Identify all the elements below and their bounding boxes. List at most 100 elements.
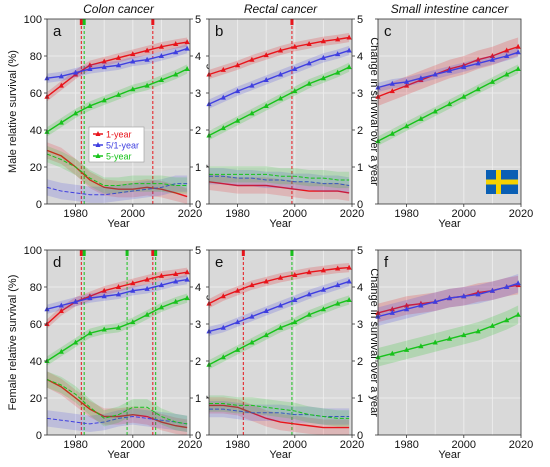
change-line-5-1-year — [46, 183, 188, 196]
data-point-5-year — [173, 298, 179, 304]
change-band-5-1-year — [209, 168, 350, 194]
panel-letter-a: a — [53, 23, 62, 40]
y2-tick-label: 4 — [357, 51, 363, 63]
y2-tick-label: 1 — [195, 162, 201, 174]
y-tick-label: 20 — [30, 162, 42, 174]
data-point-1-year — [249, 56, 255, 62]
data-point-5-1-year — [73, 298, 79, 304]
plot-frame — [208, 18, 353, 205]
data-point-5-1-year — [389, 309, 395, 315]
x-tick-label: 1980 — [394, 439, 418, 451]
data-point-1-year — [87, 62, 93, 68]
panel-letter-c: c — [384, 23, 392, 40]
data-point-5-year — [404, 346, 410, 352]
x-tick-label: 2000 — [452, 208, 476, 220]
joinpoint-marker — [79, 250, 83, 256]
data-point-5-1-year — [277, 302, 284, 308]
plot-background — [47, 19, 190, 204]
data-point-1-year — [335, 265, 341, 271]
y2-tick-label: 4 — [195, 51, 201, 63]
data-point-5-1-year — [58, 302, 64, 308]
x-axis-label: Year — [107, 218, 130, 230]
data-point-1-year — [389, 306, 395, 312]
data-point-5-year — [292, 319, 298, 325]
x-tick-label: 2020 — [178, 208, 202, 220]
data-point-1-year — [475, 56, 481, 62]
plot-frame — [46, 18, 191, 205]
data-point-5-year — [249, 339, 255, 345]
y-axis-label: Female relative survival (%) — [7, 275, 19, 411]
x-tick-label: 2000 — [283, 439, 307, 451]
joinpoint-marker — [82, 250, 86, 256]
data-point-5-year — [389, 350, 395, 356]
data-point-5-1-year — [335, 282, 341, 288]
joinpoint-marker — [154, 250, 158, 256]
data-point-5-1-year — [335, 51, 341, 57]
change-line-5-1-year — [46, 415, 188, 425]
data-point-5-1-year — [461, 64, 467, 70]
y-tick-label: 40 — [30, 125, 42, 137]
data-point-5-1-year — [306, 291, 312, 297]
data-point-1-year — [115, 54, 122, 60]
data-point-5-1-year — [184, 276, 190, 282]
data-point-5-1-year — [346, 47, 352, 53]
data-point-5-1-year — [235, 88, 241, 94]
change-band-5-1-year — [209, 400, 350, 425]
change-line-1-year — [46, 149, 188, 198]
change-band-5-year — [209, 395, 350, 427]
data-point-5-1-year — [418, 75, 424, 81]
data-point-5-year — [158, 304, 164, 310]
data-point-5-1-year — [475, 291, 481, 297]
data-point-5-year — [432, 339, 438, 345]
change-line-5-year — [209, 403, 350, 419]
joinpoint-marker — [151, 250, 155, 256]
data-point-5-year — [292, 88, 298, 94]
survival-band-5-year — [378, 305, 519, 367]
data-point-1-year — [404, 82, 410, 88]
data-point-1-year — [158, 272, 164, 278]
data-point-5-1-year — [432, 298, 438, 304]
legend-label-5-1-year: 5/1-year — [106, 141, 139, 151]
survival-band-5-year — [209, 295, 350, 370]
data-point-5-year — [277, 324, 284, 330]
data-point-5-year — [446, 101, 453, 107]
data-point-5-1-year — [115, 291, 122, 297]
data-point-5-year — [144, 311, 150, 317]
data-point-5-year — [249, 110, 255, 116]
data-point-5-year — [346, 296, 352, 302]
x-axis-label: Year — [269, 218, 292, 230]
data-point-5-1-year — [101, 293, 107, 299]
data-point-5-1-year — [249, 82, 255, 88]
x-tick-label: 2020 — [340, 439, 364, 451]
data-point-1-year — [173, 40, 179, 46]
y-tick-label: 60 — [30, 88, 42, 100]
data-point-5-year — [235, 117, 241, 123]
change-line-1-year — [209, 404, 350, 429]
data-point-5-1-year — [404, 78, 410, 84]
data-point-5-1-year — [461, 293, 467, 299]
panel-letter-b: b — [215, 23, 223, 40]
y2-axis-label: Change in survival over a year — [368, 268, 380, 417]
y2-tick-label: 0 — [195, 199, 201, 211]
data-point-5-year — [389, 130, 395, 136]
column-title-colon-cancer: Colon cancer — [83, 2, 155, 16]
change-band-5-1-year — [47, 175, 188, 203]
x-tick-label: 2020 — [340, 208, 364, 220]
data-point-5-1-year — [277, 71, 284, 77]
y-tick-label: 60 — [30, 319, 42, 331]
data-point-5-year — [173, 71, 179, 77]
data-point-1-year — [277, 274, 284, 280]
data-point-5-year — [461, 93, 467, 99]
survival-band-1-year — [47, 37, 188, 102]
data-point-5-1-year — [263, 308, 269, 314]
data-point-5-year — [220, 354, 226, 360]
data-point-1-year — [504, 47, 510, 53]
data-point-5-year — [263, 332, 269, 338]
data-point-5-1-year — [475, 60, 481, 66]
sweden-flag — [486, 170, 518, 194]
y2-tick-label: 4 — [357, 282, 363, 294]
data-point-5-year — [87, 330, 93, 336]
data-point-5-year — [515, 311, 521, 317]
data-point-5-year — [515, 65, 521, 71]
